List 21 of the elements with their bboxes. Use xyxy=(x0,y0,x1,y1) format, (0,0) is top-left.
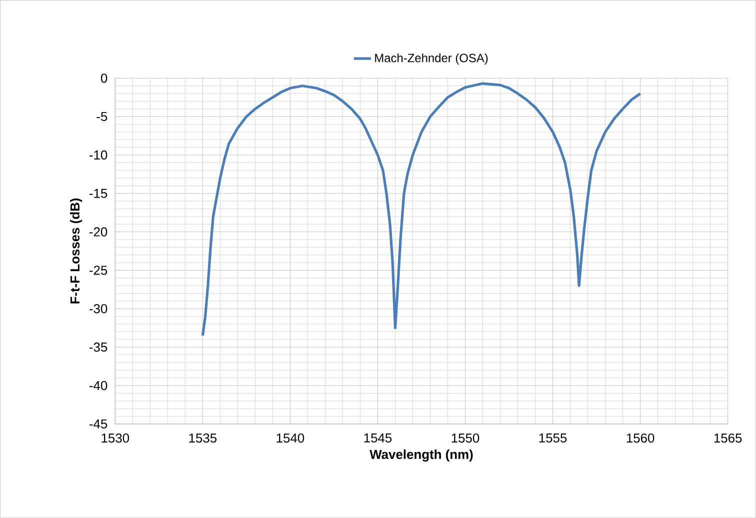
x-tick-label: 1555 xyxy=(539,433,567,442)
y-tick-label: -15 xyxy=(90,188,108,198)
x-tick-label: 1540 xyxy=(276,433,304,443)
y-tick-label: -10 xyxy=(90,150,108,160)
x-tick-label: 1565 xyxy=(714,433,742,443)
legend-label: Mach-Zehnder (OSA) xyxy=(375,53,488,65)
y-tick-label: -40 xyxy=(90,380,108,390)
x-axis-title: Wavelength (nm) xyxy=(370,449,473,462)
y-tick-label: -25 xyxy=(90,266,108,275)
y-tick-label: -20 xyxy=(90,227,108,236)
x-tick-label: 1550 xyxy=(452,433,480,443)
y-tick-label: -5 xyxy=(96,112,108,122)
x-tick-label: 1530 xyxy=(102,433,130,443)
x-tick-label: 1535 xyxy=(189,433,217,443)
x-tick-label: 1560 xyxy=(626,433,654,443)
x-tick-label: 1545 xyxy=(364,433,392,442)
y-axis-title: F-t-F Losses (dB) xyxy=(70,198,82,304)
y-tick-label: -35 xyxy=(90,342,108,352)
y-tick-label: -45 xyxy=(90,419,108,428)
y-tick-label: -30 xyxy=(90,304,108,314)
y-tick-label: 0 xyxy=(100,74,108,83)
